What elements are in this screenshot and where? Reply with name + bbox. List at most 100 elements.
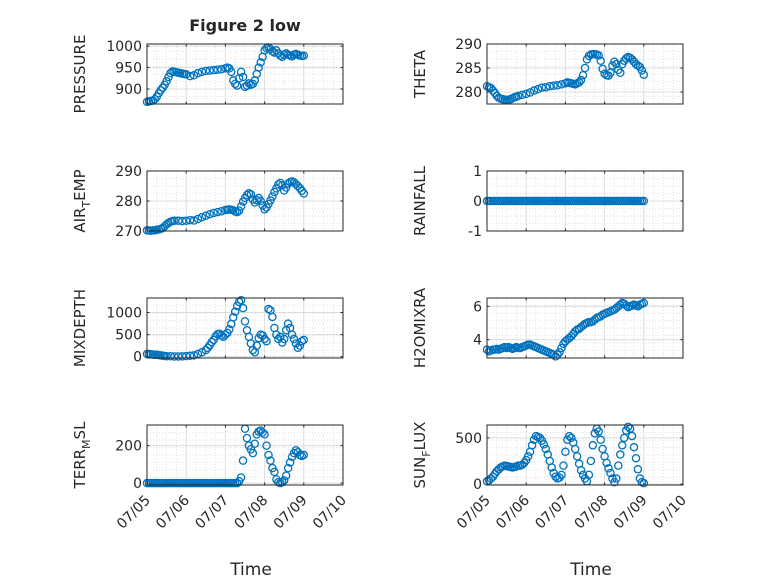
y-axis-label: SUNFLUX <box>411 422 433 489</box>
x-tick-label: 07/10 <box>650 493 690 533</box>
y-tick-label: 270 <box>115 224 142 240</box>
data-point <box>289 334 299 344</box>
data-point <box>274 180 283 189</box>
data-point <box>557 470 566 480</box>
y-axis-label: AIRTEMP <box>71 169 93 232</box>
y-tick-label: 950 <box>115 61 142 77</box>
data-point <box>639 298 649 308</box>
data-point <box>518 90 527 100</box>
y-axis-label: TERRMSL <box>71 421 93 490</box>
x-tick-label: 07/09 <box>611 493 651 533</box>
y-axis-label: RAINFALL <box>411 165 429 236</box>
data-point <box>242 433 252 443</box>
data-point <box>574 78 584 87</box>
axes-box <box>146 43 344 105</box>
data-point <box>629 442 639 452</box>
axes-box <box>146 424 344 486</box>
data-point <box>590 429 600 438</box>
x-tick-label: 07/05 <box>454 493 494 533</box>
data-point <box>561 447 570 457</box>
data-point <box>197 67 207 77</box>
y-axis-label: THETA <box>411 49 429 99</box>
y-tick-label: 4 <box>473 333 482 349</box>
x-axis-label: Time <box>229 560 272 580</box>
data-point <box>205 66 214 75</box>
data-point <box>246 190 256 199</box>
data-point <box>639 196 649 206</box>
data-point <box>529 86 539 95</box>
x-tick-label: 07/07 <box>192 493 232 533</box>
data-point <box>637 66 647 75</box>
data-point <box>584 470 594 480</box>
data-point <box>588 441 598 450</box>
data-point <box>539 440 549 449</box>
data-point <box>181 351 191 361</box>
data-point <box>610 57 619 67</box>
data-point <box>260 430 269 439</box>
y-axis-label: MIXDEPTH <box>71 289 89 367</box>
data-point <box>150 95 160 104</box>
data-point <box>221 330 230 339</box>
y-tick-label: 500 <box>115 328 142 344</box>
data-point <box>572 452 582 461</box>
data-point <box>232 478 242 488</box>
data-point <box>193 214 203 224</box>
data-point <box>287 330 297 339</box>
data-point <box>197 212 207 222</box>
data-point <box>553 81 562 90</box>
data-point <box>621 301 631 310</box>
chart-title: Figure 2 low <box>189 16 301 35</box>
data-point <box>545 81 554 91</box>
axes-box <box>486 424 684 486</box>
data-point <box>295 341 305 350</box>
data-point <box>600 69 609 79</box>
data-point <box>621 54 631 63</box>
data-point <box>604 464 613 473</box>
data-point <box>250 439 260 448</box>
data-point <box>248 448 258 458</box>
data-point <box>232 207 242 217</box>
data-point <box>616 450 625 459</box>
data-point <box>576 465 586 475</box>
data-point <box>262 336 271 346</box>
data-point <box>521 89 531 99</box>
data-point <box>594 427 603 436</box>
data-point <box>238 456 248 465</box>
data-point <box>293 343 303 353</box>
data-point <box>209 208 218 218</box>
data-point <box>238 303 248 313</box>
y-axis-label: PRESSURE <box>71 35 89 114</box>
data-point <box>633 465 643 474</box>
data-point <box>617 441 627 450</box>
data-point <box>277 477 287 487</box>
data-point <box>283 319 293 328</box>
data-point <box>612 474 621 483</box>
y-tick-label: 280 <box>115 194 142 210</box>
x-tick-label: 07/08 <box>572 493 612 533</box>
axes-box <box>486 170 684 232</box>
data-point <box>207 337 216 347</box>
data-point <box>631 453 641 463</box>
data-point <box>217 65 226 74</box>
y-tick-label: 500 <box>455 431 482 447</box>
data-point <box>225 325 234 334</box>
data-point <box>606 468 615 478</box>
y-tick-label: 0 <box>133 476 142 492</box>
data-point <box>262 441 271 450</box>
y-axis-label: H2OMIXRA <box>411 287 429 368</box>
data-point <box>266 456 275 465</box>
x-tick-label: 07/09 <box>271 493 311 533</box>
y-tick-label: -1 <box>468 224 482 240</box>
data-point <box>254 63 263 72</box>
data-point <box>228 206 238 215</box>
x-tick-label: 07/06 <box>153 492 193 532</box>
data-point <box>252 195 262 205</box>
data-point <box>230 307 240 316</box>
data-point <box>598 64 607 74</box>
data-point <box>533 84 543 94</box>
data-point <box>525 88 535 97</box>
axes-box <box>146 297 344 359</box>
data-point <box>527 441 537 450</box>
data-point <box>541 82 551 92</box>
